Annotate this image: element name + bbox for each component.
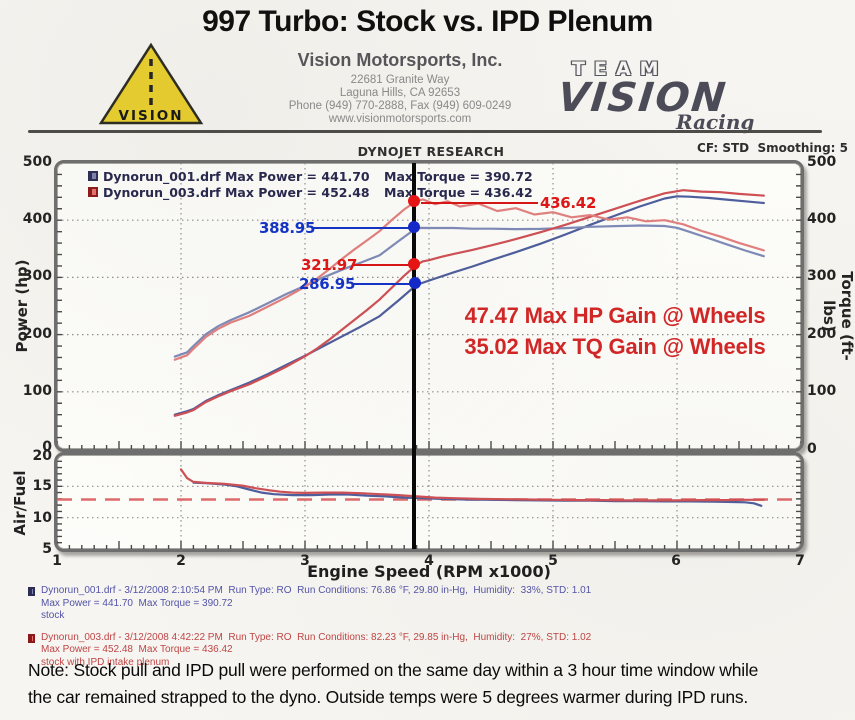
company-website: www.visionmotorsports.com xyxy=(328,113,472,125)
ipd-run-conditions: Dynorun_003.drf - 3/12/2008 4:42:22 PM R… xyxy=(41,631,592,643)
note-line1: Note: Stock pull and IPD pull were perfo… xyxy=(28,660,759,680)
dyno-plot xyxy=(54,160,804,452)
legend-row-ipd: Dynorun_003.drf Max Power = 452.48 Max T… xyxy=(88,184,533,200)
ipd-power-value-label: 321.97 xyxy=(301,256,358,274)
stock-run-description: stock xyxy=(41,610,65,622)
rpm-axis-tick: 6 xyxy=(671,553,681,569)
vision-triangle-logo-icon: VISION xyxy=(98,42,204,125)
stock-power-leader-line xyxy=(352,283,410,285)
stock-run-swatch-icon xyxy=(28,586,35,596)
rpm-axis-tick: 1 xyxy=(52,553,62,569)
company-address-line1: 22681 Granite Way xyxy=(350,74,450,86)
torque-axis-tick: 400 xyxy=(807,211,837,227)
ipd-run-swatch-icon xyxy=(28,633,35,643)
af-axis-tick: 10 xyxy=(32,510,52,526)
run-info-ipd: Dynorun_003.drf - 3/12/2008 4:42:22 PM R… xyxy=(28,632,591,670)
rpm-axis-tick: 3 xyxy=(300,553,310,569)
ipd-torque-leader-line xyxy=(421,202,538,204)
air-fuel-plot xyxy=(54,452,804,552)
ipd-power-cursor-dot xyxy=(408,258,420,270)
team-logo-team-text: TEAM xyxy=(572,58,668,80)
legend-stock-name-power: Dynorun_001.drf Max Power = 441.70 xyxy=(103,168,370,184)
rpm-axis-tick: 4 xyxy=(424,553,434,569)
torque-axis-tick: 0 xyxy=(807,441,817,457)
team-logo-vision-text: VISION xyxy=(555,75,730,121)
ipd-power-leader-line xyxy=(354,264,410,266)
torque-axis-tick: 500 xyxy=(807,154,837,170)
air-fuel-plot-canvas xyxy=(57,455,801,549)
af-axis-tick: 5 xyxy=(42,541,52,557)
company-address-line2: Laguna Hills, CA 92653 xyxy=(339,87,461,99)
rpm-axis-tick: 2 xyxy=(176,553,186,569)
max-tq-gain-text: 35.02 Max TQ Gain @ Wheels xyxy=(464,334,766,359)
legend-row-stock: Dynorun_001.drf Max Power = 441.70 Max T… xyxy=(88,168,533,184)
af-axis-title: Air/Fuel xyxy=(11,470,29,536)
legend-ipd-name-power: Dynorun_003.drf Max Power = 452.48 xyxy=(103,184,370,200)
ipd-torque-value-label: 436.42 xyxy=(540,194,597,212)
stock-run-conditions: Dynorun_001.drf - 3/12/2008 2:10:54 PM R… xyxy=(41,585,592,596)
dynojet-research-label: DYNOJET RESEARCH xyxy=(357,144,505,159)
power-axis-tick: 500 xyxy=(22,154,52,170)
power-axis-tick: 400 xyxy=(22,211,52,227)
rpm-axis-title: Engine Speed (RPM x1000) xyxy=(307,562,551,581)
run-info-footer: Dynorun_001.drf - 3/12/2008 2:10:54 PM R… xyxy=(28,585,591,679)
power-axis-title: Power (hp) xyxy=(13,259,31,353)
stock-torque-cursor-dot xyxy=(408,221,420,233)
power-axis-tick: 0 xyxy=(42,439,52,455)
ipd-torque-cursor-dot xyxy=(408,195,420,207)
plot-legend: Dynorun_001.drf Max Power = 441.70 Max T… xyxy=(88,168,533,200)
stock-series-swatch-icon xyxy=(88,171,98,181)
power-axis-tick: 300 xyxy=(22,268,52,284)
legend-ipd-torque: Max Torque = 436.42 xyxy=(384,184,533,200)
stock-torque-leader-line xyxy=(312,227,412,229)
team-vision-racing-logo: TEAM VISION Racing xyxy=(555,58,798,134)
ipd-series-swatch-icon xyxy=(88,187,98,197)
correction-smoothing-label: CF: STD Smoothing: 5 xyxy=(697,141,848,155)
torque-axis-tick: 200 xyxy=(807,326,837,342)
af-axis-tick: 20 xyxy=(32,448,52,464)
ipd-run-maxima: Max Power = 452.48 Max Torque = 436.42 xyxy=(41,644,233,656)
note-line2: the car remained strapped to the dyno. O… xyxy=(28,687,749,707)
stock-torque-value-label: 388.95 xyxy=(259,219,316,237)
page-title: 997 Turbo: Stock vs. IPD Plenum xyxy=(202,5,653,38)
ipd-run-description: stock with IPD intake plenum xyxy=(41,656,170,668)
torque-axis-tick: 300 xyxy=(807,268,837,284)
torque-axis-title: Torque (ft-lbs) xyxy=(820,271,855,361)
bottom-note: Note: Stock pull and IPD pull were perfo… xyxy=(28,657,833,711)
run-info-stock: Dynorun_001.drf - 3/12/2008 2:10:54 PM R… xyxy=(28,585,591,623)
header-divider xyxy=(28,130,822,133)
rpm-axis-tick: 5 xyxy=(548,553,558,569)
torque-axis-tick: 100 xyxy=(807,383,837,399)
company-phone: Phone (949) 770-2888, Fax (949) 609-0249 xyxy=(288,100,512,112)
legend-stock-torque: Max Torque = 390.72 xyxy=(384,168,533,184)
dyno-plot-canvas xyxy=(57,163,801,449)
company-header: Vision Motorsports, Inc. 22681 Granite W… xyxy=(250,50,550,126)
svg-text:VISION: VISION xyxy=(119,108,184,124)
power-axis-tick: 200 xyxy=(22,326,52,342)
rpm-axis-tick: 7 xyxy=(795,553,805,569)
rpm-cursor-line xyxy=(412,163,416,549)
gain-annotation: 47.47 Max HP Gain @ Wheels 35.02 Max TQ … xyxy=(445,300,785,362)
stock-run-maxima: Max Power = 441.70 Max Torque = 390.72 xyxy=(41,597,233,609)
company-name: Vision Motorsports, Inc. xyxy=(297,50,503,70)
af-axis-tick: 15 xyxy=(32,478,52,494)
stock-power-cursor-dot xyxy=(409,277,421,289)
max-hp-gain-text: 47.47 Max HP Gain @ Wheels xyxy=(464,303,766,328)
power-axis-tick: 100 xyxy=(22,383,52,399)
stock-power-value-label: 286.95 xyxy=(299,275,356,293)
